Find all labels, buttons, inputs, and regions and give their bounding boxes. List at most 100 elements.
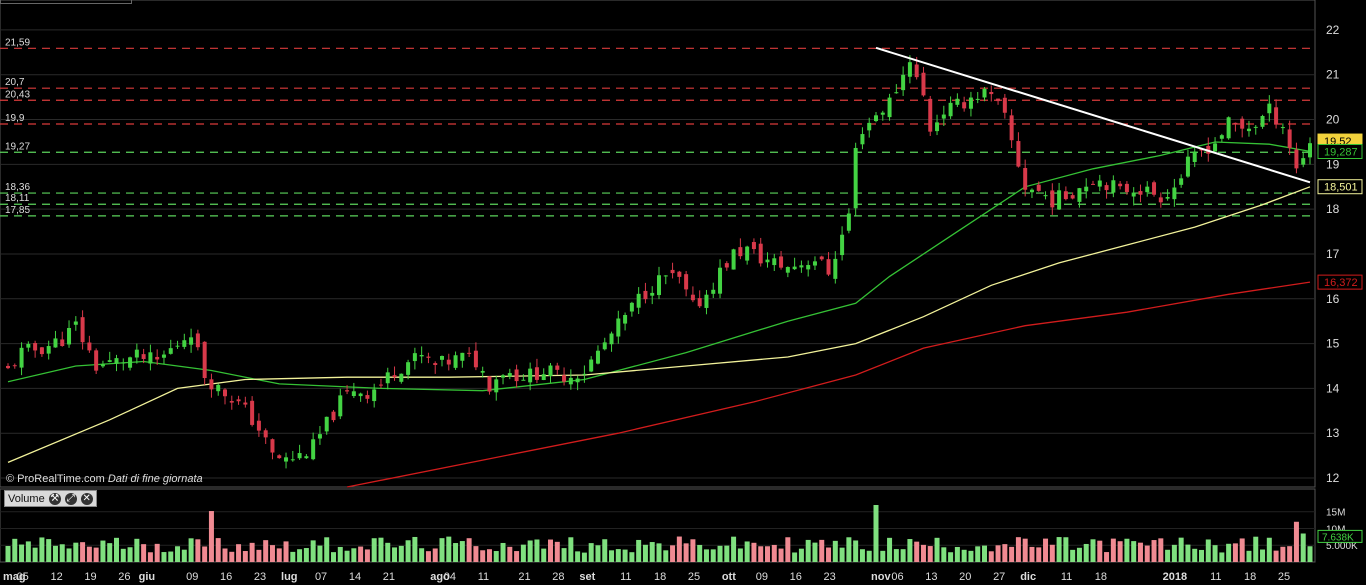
close-icon[interactable]: ✕ bbox=[80, 492, 93, 505]
candle bbox=[1165, 189, 1170, 201]
volume-bar bbox=[453, 543, 459, 562]
volume-bar bbox=[52, 545, 58, 562]
candle-body bbox=[935, 122, 940, 132]
candle bbox=[236, 395, 241, 405]
candle-body bbox=[690, 294, 695, 301]
candle-body bbox=[880, 112, 885, 115]
volume-bar bbox=[731, 536, 737, 562]
candle bbox=[67, 320, 72, 348]
watermark: © ProRealTime.com Dati di fine giornata bbox=[6, 473, 203, 485]
price-tick-label: 14 bbox=[1326, 381, 1340, 395]
candle bbox=[73, 316, 78, 331]
volume-bar bbox=[914, 541, 920, 562]
candle bbox=[819, 255, 824, 261]
level-label: 19,27 bbox=[5, 141, 30, 152]
candle bbox=[1077, 187, 1082, 208]
volume-bar bbox=[656, 543, 662, 562]
expand-icon[interactable]: ⤢ bbox=[64, 492, 77, 505]
candle-body bbox=[270, 439, 275, 453]
candle bbox=[887, 93, 892, 121]
candle-body bbox=[73, 321, 78, 325]
date-tick-label: 16 bbox=[220, 571, 232, 583]
candle-body bbox=[406, 362, 411, 375]
price-tick-label: 19 bbox=[1326, 157, 1340, 171]
candle-body bbox=[609, 333, 614, 345]
date-tick-label: mag bbox=[3, 571, 26, 583]
price-tag: 18,501 bbox=[1317, 179, 1363, 195]
candle-body bbox=[365, 395, 370, 399]
candle bbox=[806, 260, 811, 277]
candle bbox=[643, 282, 648, 304]
candle bbox=[968, 91, 973, 117]
volume-bar bbox=[317, 545, 323, 562]
candle-body bbox=[1029, 189, 1034, 193]
volume-bar bbox=[188, 538, 194, 562]
date-tick-label: 09 bbox=[186, 571, 198, 583]
volume-bar bbox=[1199, 549, 1204, 562]
candle-body bbox=[677, 271, 682, 277]
candle-body bbox=[372, 389, 377, 402]
volume-bars bbox=[5, 505, 1313, 562]
volume-bar bbox=[195, 539, 201, 562]
candle bbox=[616, 310, 621, 344]
candle bbox=[609, 331, 614, 352]
candle bbox=[731, 248, 736, 270]
trendline-layer[interactable] bbox=[875, 46, 1311, 184]
candle-body bbox=[833, 258, 838, 279]
wrench-icon[interactable]: ⚒ bbox=[48, 492, 61, 505]
candle-body bbox=[812, 261, 817, 266]
volume-bar bbox=[1110, 538, 1116, 562]
candle-body bbox=[643, 290, 648, 300]
volume-bar bbox=[615, 549, 621, 562]
volume-bar bbox=[636, 539, 642, 562]
candle bbox=[1104, 182, 1109, 199]
date-tick-label: 16 bbox=[790, 571, 802, 583]
volume-bar bbox=[500, 542, 506, 562]
candle bbox=[880, 110, 885, 121]
candle bbox=[351, 382, 356, 399]
moving-averages bbox=[7, 141, 1311, 488]
candle-body bbox=[1260, 115, 1265, 127]
volume-bar bbox=[771, 544, 777, 562]
candle bbox=[812, 256, 817, 270]
candle-body bbox=[1057, 190, 1062, 210]
candle bbox=[1267, 95, 1272, 122]
volume-bar bbox=[263, 540, 269, 562]
volume-bar bbox=[493, 551, 499, 562]
volume-bar bbox=[785, 537, 791, 562]
candle-body bbox=[216, 384, 221, 392]
volume-bar bbox=[446, 536, 452, 562]
top-panel-tab[interactable] bbox=[0, 0, 132, 4]
candle bbox=[412, 347, 417, 370]
volume-bar bbox=[459, 541, 465, 562]
candle-body bbox=[1131, 192, 1136, 197]
volume-bar bbox=[1144, 545, 1150, 562]
candle-body bbox=[256, 420, 261, 431]
candle-body bbox=[1172, 187, 1177, 200]
candle bbox=[209, 373, 214, 398]
volume-bar bbox=[534, 539, 540, 562]
candle-body bbox=[33, 343, 38, 351]
volume-bar bbox=[832, 540, 838, 562]
candle bbox=[19, 342, 24, 376]
candle-body bbox=[1213, 143, 1218, 152]
candle-body bbox=[792, 266, 797, 270]
candle bbox=[80, 310, 85, 350]
candle bbox=[1097, 174, 1102, 192]
volume-bar bbox=[1280, 546, 1286, 562]
price-grid bbox=[0, 0, 1316, 488]
volume-bar bbox=[683, 543, 689, 562]
volume-bar bbox=[256, 549, 262, 562]
candle bbox=[772, 253, 777, 271]
price-tag-label: 18,501 bbox=[1324, 182, 1358, 194]
candle-body bbox=[955, 98, 960, 105]
volume-bar bbox=[961, 549, 967, 562]
watermark-note: Dati di fine giornata bbox=[107, 473, 203, 485]
candle bbox=[1131, 187, 1136, 206]
level-label: 21,59 bbox=[5, 37, 30, 48]
candle bbox=[521, 374, 526, 381]
candle bbox=[792, 257, 797, 271]
